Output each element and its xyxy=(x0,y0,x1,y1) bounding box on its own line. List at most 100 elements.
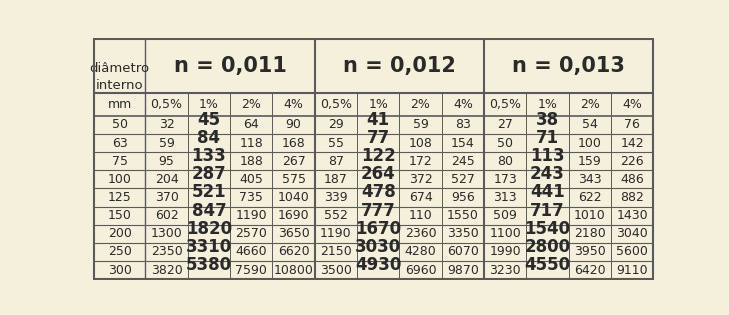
Text: 478: 478 xyxy=(361,183,396,201)
Text: 956: 956 xyxy=(451,191,475,204)
Text: 1690: 1690 xyxy=(278,209,309,222)
Text: 1820: 1820 xyxy=(186,220,232,238)
Text: 3030: 3030 xyxy=(355,238,401,256)
Text: 4%: 4% xyxy=(284,98,303,111)
Text: n = 0,011: n = 0,011 xyxy=(174,56,286,76)
Text: 486: 486 xyxy=(620,173,644,186)
Text: 77: 77 xyxy=(367,129,390,147)
Text: 243: 243 xyxy=(530,165,565,183)
Text: 2%: 2% xyxy=(410,98,430,111)
Text: 0,5%: 0,5% xyxy=(489,98,521,111)
Text: 2570: 2570 xyxy=(235,227,267,240)
Text: 509: 509 xyxy=(494,209,517,222)
Text: 84: 84 xyxy=(198,129,220,147)
Text: 168: 168 xyxy=(281,137,305,150)
Text: 2360: 2360 xyxy=(405,227,437,240)
Text: 847: 847 xyxy=(192,202,226,220)
Text: 3500: 3500 xyxy=(320,264,352,277)
Text: 1100: 1100 xyxy=(489,227,521,240)
Text: 1990: 1990 xyxy=(489,245,521,258)
Text: 9870: 9870 xyxy=(447,264,479,277)
Text: 172: 172 xyxy=(409,155,432,168)
Text: 1540: 1540 xyxy=(524,220,571,238)
Text: 735: 735 xyxy=(239,191,263,204)
Text: 87: 87 xyxy=(328,155,344,168)
Text: 3310: 3310 xyxy=(186,238,232,256)
Text: 1%: 1% xyxy=(368,98,388,111)
Text: 1190: 1190 xyxy=(320,227,351,240)
Text: 3230: 3230 xyxy=(489,264,521,277)
Text: 76: 76 xyxy=(624,118,640,131)
Text: 32: 32 xyxy=(159,118,174,131)
Text: 50: 50 xyxy=(112,118,128,131)
Text: 59: 59 xyxy=(413,118,429,131)
Text: 5600: 5600 xyxy=(616,245,648,258)
Text: 54: 54 xyxy=(582,118,598,131)
Text: 267: 267 xyxy=(281,155,305,168)
Text: 717: 717 xyxy=(530,202,565,220)
Text: 6070: 6070 xyxy=(447,245,479,258)
Text: 3950: 3950 xyxy=(574,245,606,258)
Text: 6620: 6620 xyxy=(278,245,309,258)
Text: 3040: 3040 xyxy=(616,227,648,240)
Text: 287: 287 xyxy=(192,165,226,183)
Text: 5380: 5380 xyxy=(186,256,232,274)
Text: 41: 41 xyxy=(367,111,390,129)
Text: 777: 777 xyxy=(361,202,396,220)
Text: 59: 59 xyxy=(159,137,174,150)
Text: n = 0,012: n = 0,012 xyxy=(343,56,456,76)
Text: 64: 64 xyxy=(243,118,259,131)
Text: 552: 552 xyxy=(324,209,348,222)
Text: 674: 674 xyxy=(409,191,432,204)
Text: 4660: 4660 xyxy=(235,245,267,258)
Text: 63: 63 xyxy=(112,137,128,150)
Text: 370: 370 xyxy=(155,191,179,204)
Text: 250: 250 xyxy=(108,245,132,258)
Text: 100: 100 xyxy=(578,137,601,150)
Text: 204: 204 xyxy=(155,173,179,186)
Text: 4280: 4280 xyxy=(405,245,437,258)
Text: 83: 83 xyxy=(455,118,471,131)
Text: 527: 527 xyxy=(451,173,475,186)
Text: 108: 108 xyxy=(408,137,432,150)
Text: 882: 882 xyxy=(620,191,644,204)
Text: 441: 441 xyxy=(530,183,565,201)
Text: 173: 173 xyxy=(494,173,517,186)
Text: 159: 159 xyxy=(578,155,601,168)
Text: 575: 575 xyxy=(281,173,305,186)
Text: 29: 29 xyxy=(328,118,344,131)
Text: 245: 245 xyxy=(451,155,475,168)
Text: 0,5%: 0,5% xyxy=(151,98,182,111)
Text: 602: 602 xyxy=(155,209,179,222)
Text: 3650: 3650 xyxy=(278,227,309,240)
Text: 339: 339 xyxy=(324,191,348,204)
Text: 45: 45 xyxy=(198,111,220,129)
Text: 150: 150 xyxy=(108,209,132,222)
Text: 4%: 4% xyxy=(453,98,473,111)
Text: 113: 113 xyxy=(530,147,565,165)
Text: 313: 313 xyxy=(494,191,517,204)
Text: 38: 38 xyxy=(536,111,559,129)
Text: 4930: 4930 xyxy=(355,256,402,274)
Text: 75: 75 xyxy=(112,155,128,168)
Text: 4550: 4550 xyxy=(524,256,571,274)
Text: 6420: 6420 xyxy=(574,264,606,277)
Text: 122: 122 xyxy=(361,147,396,165)
Text: 188: 188 xyxy=(239,155,263,168)
Text: 300: 300 xyxy=(108,264,132,277)
Text: 1300: 1300 xyxy=(151,227,182,240)
Text: 80: 80 xyxy=(497,155,513,168)
Text: 90: 90 xyxy=(286,118,302,131)
Text: 226: 226 xyxy=(620,155,644,168)
Text: 1550: 1550 xyxy=(447,209,479,222)
Text: 2%: 2% xyxy=(580,98,600,111)
Text: 622: 622 xyxy=(578,191,601,204)
Text: 100: 100 xyxy=(108,173,132,186)
Text: 2800: 2800 xyxy=(524,238,571,256)
Text: mm: mm xyxy=(108,98,132,111)
Text: 1190: 1190 xyxy=(235,209,267,222)
Text: 10800: 10800 xyxy=(273,264,313,277)
Text: 2350: 2350 xyxy=(151,245,182,258)
Text: 142: 142 xyxy=(620,137,644,150)
Text: 0,5%: 0,5% xyxy=(320,98,352,111)
